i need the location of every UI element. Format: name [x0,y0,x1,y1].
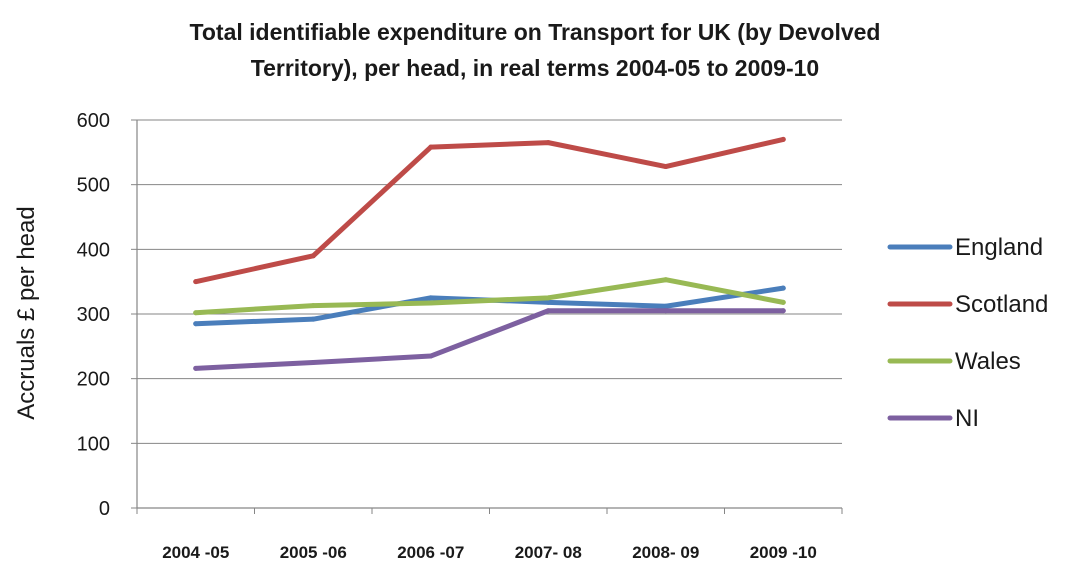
legend-label: Wales [955,348,1021,375]
x-tick-label: 2004 -05 [162,543,229,562]
data-point-wales [428,300,434,306]
y-tick-label: 100 [77,433,110,455]
data-point-england [780,285,786,291]
data-point-ni [780,308,786,314]
legend-item-scotland: Scotland [887,291,1048,318]
data-point-scotland [545,140,551,146]
data-point-england [663,303,669,309]
series-line-wales [193,277,786,316]
data-point-wales [545,295,551,301]
data-point-wales [663,277,669,283]
data-point-ni [193,365,199,371]
data-point-england [310,316,316,322]
y-tick-label: 400 [77,239,110,261]
legend-item-wales: Wales [887,348,1021,375]
series-scotland [193,136,786,285]
x-tick-label: 2008- 09 [632,543,699,562]
legend-label: England [955,234,1043,261]
data-point-wales [310,303,316,309]
legend-label: NI [955,405,979,432]
x-tick-label: 2005 -06 [280,543,347,562]
data-point-wales [780,299,786,305]
series-line-scotland [193,136,786,285]
y-tick-label: 500 [77,175,110,197]
data-point-scotland [780,136,786,142]
data-point-scotland [663,164,669,170]
axes: 0 100 200 300 400 500 600 2004 -05 2005 -06 2006 … [77,110,843,562]
series-line-ni [193,308,786,371]
legend-label: Scotland [955,291,1048,318]
chart-title: Total identifiable expenditure on Transp… [190,19,881,81]
y-tick-label: 200 [77,369,110,391]
data-point-england [545,299,551,305]
y-tick-label: 600 [77,110,110,132]
data-point-ni [545,308,551,314]
data-point-england [193,321,199,327]
x-tick-label: 2007- 08 [515,543,582,562]
series-ni [193,308,786,371]
data-point-scotland [428,144,434,150]
data-point-scotland [310,253,316,259]
data-point-ni [663,308,669,314]
y-axis-label: Accruals £ per head [13,206,40,419]
gridlines [137,119,842,444]
data-point-ni [428,353,434,359]
series [193,136,786,371]
y-tick-label: 0 [99,498,110,520]
legend-item-ni: NI [887,405,979,432]
legend: England Scotland Wales NI [887,234,1048,432]
data-point-scotland [193,279,199,285]
y-tick-label: 300 [77,304,110,326]
data-point-ni [310,360,316,365]
x-tick-label: 2006 -07 [397,543,464,562]
series-wales [193,277,786,316]
chart-title-line-2: Territory), per head, in real terms 2004… [251,55,819,81]
chart-title-line-1: Total identifiable expenditure on Transp… [190,19,881,45]
data-point-wales [193,310,199,316]
legend-item-england: England [887,234,1043,261]
x-tick-label: 2009 -10 [750,543,817,562]
data-point-england [428,295,434,301]
